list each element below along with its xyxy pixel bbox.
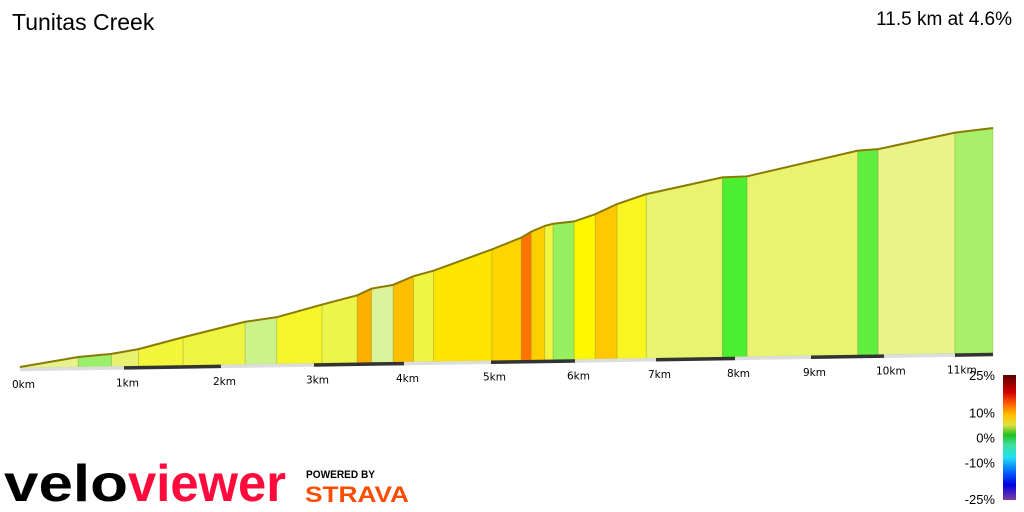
legend-label: -10%: [965, 456, 996, 471]
x-tick-label: 4km: [396, 373, 419, 385]
distance-scale-bar: [954, 352, 994, 357]
profile-segment: [552, 220, 575, 361]
profile-segment: [746, 150, 859, 358]
profile-segment: [520, 230, 532, 361]
distance-scale-bar: [490, 359, 576, 364]
profile-segment: [544, 223, 554, 361]
profile-segment: [857, 148, 879, 356]
x-tick-label: 8km: [727, 368, 750, 380]
profile-segment: [877, 132, 956, 356]
profile-segment: [491, 237, 522, 362]
x-tick-label: 10km: [876, 366, 906, 378]
legend-label: 25%: [969, 368, 995, 383]
profile-segment: [244, 316, 278, 365]
profile-segment: [392, 275, 414, 363]
profile-segment: [413, 270, 434, 363]
x-tick-label: 2km: [213, 376, 236, 388]
x-tick-label: 6km: [567, 370, 590, 382]
powered-by-label: POWERED BY: [306, 469, 376, 481]
climb-summary: 11.5 km at 4.6%: [876, 9, 1012, 30]
profile-outline: [19, 127, 994, 368]
profile-segment: [616, 193, 647, 360]
distance-scale-bar: [883, 353, 956, 358]
x-tick-label: 1km: [116, 377, 139, 389]
x-tick-label: 11km: [947, 365, 977, 377]
distance-scale-bar: [734, 355, 812, 361]
x-tick-label: 0km: [12, 379, 35, 391]
grade-legend-bar: [1003, 375, 1016, 500]
x-tick-label: 7km: [648, 369, 671, 381]
profile-segment: [721, 175, 748, 358]
veloviewer-logo: velo viewer POWERED BY STRAVA: [4, 455, 409, 512]
strava-logo: STRAVA: [305, 482, 409, 507]
distance-scale-bar: [220, 363, 315, 369]
profile-segment: [594, 203, 618, 360]
profile-segment: [573, 213, 596, 360]
logo-velo: velo: [4, 455, 128, 512]
profile-segment: [433, 248, 493, 363]
x-tick-label: 9km: [803, 367, 826, 379]
distance-scale-bar: [19, 366, 125, 372]
distance-scale-bar: [574, 357, 657, 363]
distance-scale-bar: [655, 356, 736, 362]
profile-segment: [182, 321, 246, 366]
profile-segment: [276, 304, 323, 365]
distance-scale-bar: [810, 354, 885, 360]
profile-segment: [530, 225, 546, 361]
legend-label: 10%: [969, 406, 995, 421]
profile-segment: [954, 127, 994, 354]
x-tick-label: 3km: [306, 374, 329, 386]
profile-segment: [321, 294, 358, 364]
logo-viewer: viewer: [128, 455, 286, 512]
profile-segment: [645, 176, 723, 359]
legend-label: 0%: [976, 431, 995, 446]
x-tick-label: 5km: [483, 372, 506, 384]
legend-label: -25%: [965, 492, 996, 507]
page-title: Tunitas Creek: [12, 9, 155, 35]
profile-segment: [371, 284, 394, 363]
distance-scale-bar: [123, 364, 222, 370]
distance-scale-bar: [313, 361, 405, 367]
profile-segment: [138, 336, 184, 367]
distance-scale-bar: [403, 360, 492, 366]
profile-segment: [356, 287, 373, 364]
